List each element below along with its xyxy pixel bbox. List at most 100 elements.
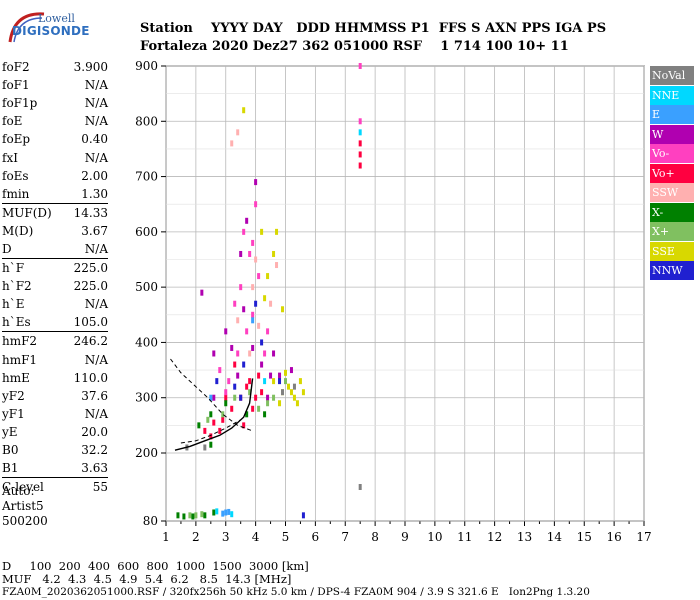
- data-point: [209, 441, 213, 448]
- data-point: [236, 350, 240, 357]
- x-tick-label: 9: [401, 530, 409, 544]
- param-value: 0.40: [81, 132, 108, 147]
- param-value: 55: [92, 480, 108, 495]
- param-value: N/A: [84, 150, 108, 165]
- param-value: N/A: [84, 406, 108, 421]
- auto-software: Artist5: [2, 499, 44, 513]
- param-row: yE 20.0: [2, 423, 108, 441]
- y-tick-label: 900: [135, 59, 158, 73]
- data-point: [224, 509, 228, 516]
- data-point: [221, 411, 225, 418]
- legend-item: Vo+: [650, 163, 694, 183]
- data-point: [284, 369, 287, 376]
- data-point: [266, 400, 270, 407]
- muf-table: D 100 200 400 600 800 1000 1500 3000 [km…: [2, 560, 309, 586]
- data-point: [212, 350, 216, 357]
- data-point: [209, 433, 213, 440]
- data-point: [266, 273, 270, 280]
- data-point: [358, 118, 362, 125]
- param-label: foF2: [2, 60, 30, 75]
- y-tick-label: 400: [135, 335, 158, 349]
- data-point: [251, 344, 255, 351]
- data-point: [254, 179, 258, 186]
- x-tick-label: 10: [427, 530, 442, 544]
- param-label: yF2: [2, 388, 25, 403]
- data-point: [227, 378, 231, 385]
- param-row: foE N/A: [2, 112, 108, 130]
- x-tick-label: 8: [371, 530, 379, 544]
- legend-item: W: [650, 124, 694, 144]
- param-value: 3.900: [73, 60, 108, 75]
- legend-item: X+: [650, 222, 694, 241]
- legend-item: E: [650, 105, 694, 124]
- data-point: [248, 250, 252, 257]
- data-point: [245, 383, 249, 390]
- param-label: MUF(D): [2, 205, 52, 220]
- param-row: foEp 0.40: [2, 130, 108, 148]
- y-tick-label: 500: [135, 280, 158, 294]
- data-point: [257, 372, 261, 379]
- param-value: 105.0: [73, 315, 108, 330]
- param-value: N/A: [84, 297, 108, 312]
- data-point: [218, 367, 222, 374]
- param-row: MUF(D) 14.33: [2, 204, 108, 222]
- data-point: [251, 405, 255, 412]
- param-row: hmF1 N/A: [2, 351, 108, 369]
- param-label: fmin: [2, 186, 30, 201]
- param-row: foEs 2.00: [2, 167, 108, 185]
- param-value: 246.2: [73, 334, 108, 349]
- param-label: D: [2, 241, 12, 256]
- data-point: [269, 372, 273, 379]
- param-row: h`E N/A: [2, 295, 108, 313]
- data-point: [272, 250, 276, 257]
- data-point: [212, 419, 216, 426]
- data-point: [254, 394, 258, 401]
- data-point: [358, 129, 362, 136]
- data-point: [188, 512, 192, 519]
- data-point: [272, 350, 276, 357]
- param-row: h`F2 225.0: [2, 277, 108, 295]
- x-tick-label: 5: [282, 530, 290, 544]
- legend-item: SSE: [650, 241, 694, 261]
- logo-digisonde: DIGISONDE: [12, 24, 90, 38]
- data-point: [260, 361, 264, 368]
- param-row: M(D) 3.67: [2, 222, 108, 240]
- data-point: [269, 300, 273, 307]
- muf-distance-row: D 100 200 400 600 800 1000 1500 3000 [km…: [2, 559, 309, 573]
- data-point: [286, 383, 290, 390]
- param-row: foF1p N/A: [2, 94, 108, 112]
- param-label: h`E: [2, 297, 25, 312]
- data-point: [215, 378, 219, 385]
- data-point: [289, 367, 293, 374]
- param-value: 37.6: [81, 388, 108, 403]
- data-point: [212, 394, 216, 401]
- data-point: [236, 129, 240, 136]
- x-tick-label: 1: [162, 530, 170, 544]
- x-tick-label: 14: [547, 530, 563, 544]
- param-value: 3.63: [81, 461, 108, 476]
- x-tick-label: 2: [192, 530, 200, 544]
- param-separator: [2, 202, 108, 204]
- param-label: hmF1: [2, 352, 38, 367]
- param-row: foF1 N/A: [2, 76, 108, 94]
- y-tick-label: 80: [143, 514, 158, 528]
- data-point: [248, 350, 252, 357]
- param-label: foEp: [2, 132, 31, 147]
- data-point: [242, 228, 246, 235]
- x-tick-label: 6: [312, 530, 320, 544]
- legend-item: NNE: [650, 85, 694, 105]
- y-tick-label: 300: [135, 391, 158, 405]
- autoscaling-info: Auto: Artist5 500200: [2, 484, 48, 529]
- data-point: [266, 328, 270, 335]
- param-row: fxI N/A: [2, 148, 108, 166]
- param-label: h`Es: [2, 315, 31, 330]
- x-tick-label: 13: [517, 530, 532, 544]
- data-point: [233, 383, 237, 390]
- param-label: B1: [2, 461, 19, 476]
- data-point: [257, 405, 261, 412]
- data-point: [254, 201, 258, 208]
- param-value: N/A: [84, 78, 108, 93]
- legend-item: Vo-: [650, 144, 694, 163]
- data-point: [248, 378, 252, 385]
- data-point: [221, 416, 225, 423]
